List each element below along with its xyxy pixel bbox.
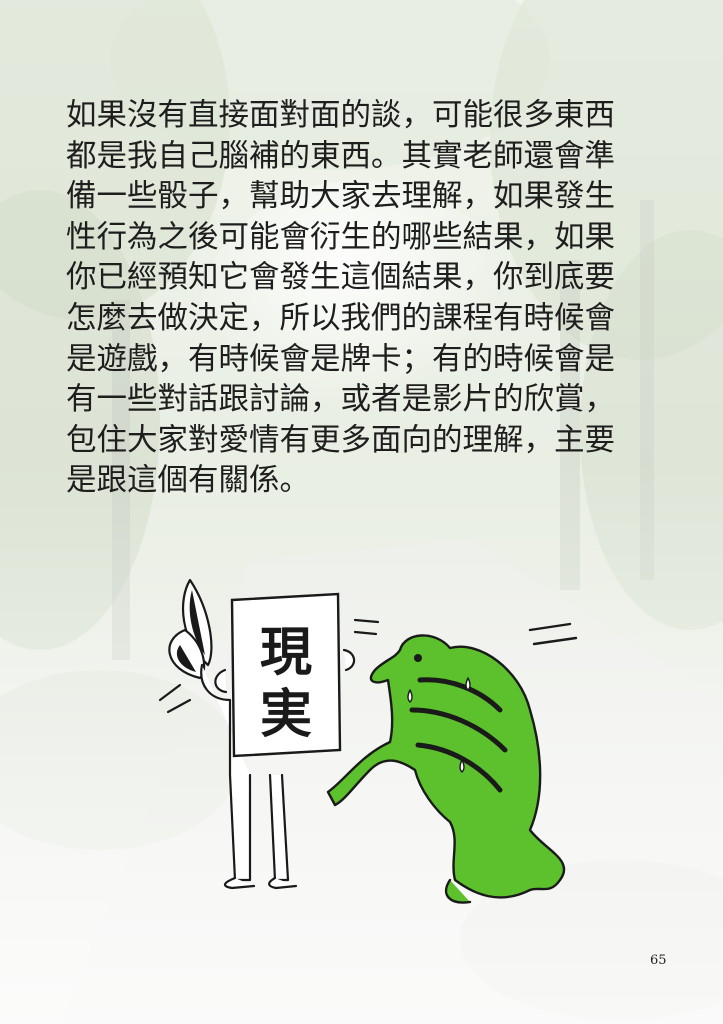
sign-text-top: 現 — [260, 623, 312, 683]
text-line: 你已經預知它會發生這個結果，你到底要 — [66, 260, 615, 296]
rabbit-and-frog-illustration: 現 実 — [158, 578, 578, 904]
text-line: 如果沒有直接面對面的談，可能很多東西 — [66, 98, 615, 133]
text-line: 都是我自己腦補的東西。其實老師還會準 — [66, 138, 615, 174]
text-line: 是遊戲，有時候會是牌卡；有的時候會是 — [66, 341, 615, 377]
text-line: 性行為之後可能會衍生的哪些結果，如果 — [66, 219, 615, 255]
text-line: 備一些骰子，幫助大家去理解，如果發生 — [66, 179, 615, 215]
text-line: 包住大家對愛情有更多面向的理解，主要 — [66, 422, 615, 458]
text-line: 怎麼去做決定，所以我們的課程有時候會 — [66, 300, 615, 336]
body-text: 如果沒有直接面對面的談，可能很多東西 都是我自己腦補的東西。其實老師還會準 備一… — [66, 96, 666, 502]
sign-text-bottom: 実 — [260, 685, 312, 745]
page-number: 65 — [650, 953, 667, 968]
frog — [326, 622, 578, 904]
sign-board: 現 実 — [230, 592, 342, 758]
text-line: 是跟這個有關係。 — [66, 463, 310, 499]
text-line: 有一些對話跟討論，或者是影片的欣賞， — [66, 382, 615, 418]
rabbit — [158, 578, 380, 890]
